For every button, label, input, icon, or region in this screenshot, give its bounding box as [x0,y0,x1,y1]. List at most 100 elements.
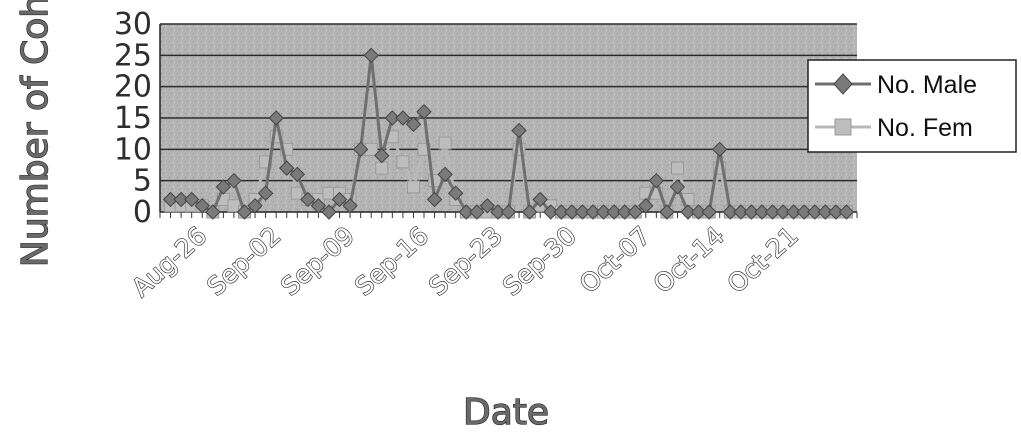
male-data-point [838,204,855,220]
female-data-point [375,161,389,175]
male-data-point [606,204,622,220]
male-data-point [775,204,791,220]
male-data-point [257,185,274,201]
male-data-point [553,204,570,220]
male-data-point [690,204,707,220]
y-tick-label: 0 [133,195,152,230]
male-data-point [405,116,422,132]
x-tick-label: Sep-23 [423,221,508,301]
x-tick-label: Aug-26 [126,221,212,303]
y-axis-title: Number of Coho [15,0,56,267]
male-data-point [785,204,802,220]
y-tick-label: 30 [114,7,152,42]
legend-male-marker-icon [833,73,853,95]
male-data-point [416,104,432,120]
legend-female-label: No. Fem [877,114,973,142]
series-male [162,47,855,220]
male-data-point [585,204,601,220]
male-data-point [659,204,675,220]
male-data-point [712,141,728,158]
male-data-point [247,198,263,214]
male-data-point [300,191,316,208]
male-data-point [236,204,253,220]
male-data-point [828,204,844,220]
x-tick-label: Sep-02 [201,221,286,301]
legend-male-label: No. Male [877,71,977,99]
series-layer [162,47,855,220]
male-data-point [754,204,770,220]
male-data-point [194,198,210,214]
x-tick-label: Oct-14 [648,221,730,299]
male-data-point [511,122,527,139]
female-data-point [396,155,410,169]
male-data-point [173,191,189,208]
male-data-point [183,191,200,208]
x-axis-title: Date [463,392,549,433]
male-data-point [743,204,760,220]
male-data-point [521,204,538,220]
male-data-point [638,198,654,214]
male-data-point [352,141,369,158]
male-data-point [616,204,633,220]
male-data-point [680,204,696,220]
male-data-point [701,204,717,220]
x-tick-label: Sep-09 [275,221,360,301]
male-data-point [215,179,232,195]
male-data-point [426,191,443,208]
legend-female-marker-icon [834,118,852,136]
male-data-point [268,110,284,126]
x-tick-label: Oct-07 [574,221,656,299]
male-data-point [342,198,358,214]
male-data-point [437,166,453,183]
male-data-point [796,204,812,220]
male-data-point [500,204,517,220]
male-data-point [384,110,401,126]
male-data-point [574,204,591,220]
legend: No. Male No. Fem [807,59,1017,153]
legend-entry-female: No. Fem [815,114,973,142]
male-data-point [447,185,464,201]
male-data-point [279,160,295,176]
y-tick-label: 25 [114,38,152,73]
y-tick-label: 10 [114,132,152,167]
female-data-point [438,136,452,150]
y-tick-label: 15 [114,101,152,136]
male-data-point [564,204,580,220]
male-data-point [205,204,221,220]
male-data-point [289,166,305,183]
male-data-point [669,179,686,195]
male-data-point [395,110,411,126]
male-data-point [310,198,327,214]
male-data-point [627,204,643,220]
x-tick-label: Sep-30 [497,221,582,301]
male-data-point [458,204,474,220]
male-data-point [764,204,781,220]
male-data-point [733,204,749,220]
male-data-point [648,172,665,189]
y-tick-label: 5 [133,164,152,199]
legend-entry-male: No. Male [815,71,977,99]
male-data-point [807,204,823,220]
male-data-point [363,47,379,64]
male-data-point [479,198,496,214]
male-data-point [490,204,506,220]
male-data-point [374,147,390,164]
male-data-point [543,204,559,220]
x-tick-label: Oct-21 [722,221,804,299]
y-tick-label: 20 [114,70,152,105]
male-data-point [817,204,834,220]
male-data-point [595,204,612,220]
male-data-point [532,191,548,208]
male-data-point [162,191,179,208]
male-data-point [226,172,242,189]
female-data-point [406,180,420,194]
male-data-point [469,204,485,220]
male-data-point [321,204,337,220]
female-data-point [670,161,684,175]
male-data-point [331,191,348,208]
male-data-point [722,204,738,220]
x-tick-label: Sep-16 [349,221,434,301]
x-tick-labels: Aug-26Sep-02Sep-09Sep-16Sep-23Sep-30Oct-… [126,220,805,303]
